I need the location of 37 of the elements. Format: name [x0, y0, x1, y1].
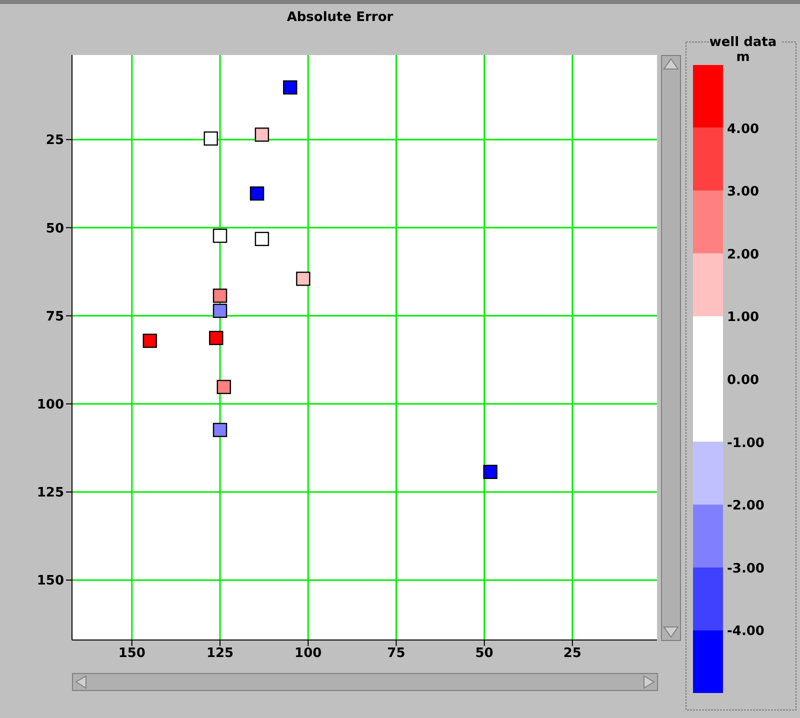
color-bar-label: 2.00: [727, 247, 760, 262]
y-tick-label: 125: [36, 486, 64, 501]
chart-title: Absolute Error: [286, 10, 394, 25]
color-bar-label: -3.00: [727, 561, 764, 576]
point: [250, 186, 264, 201]
y-tick-label: 150: [36, 574, 64, 589]
point: [209, 330, 224, 346]
color-bar-label: 4.00: [727, 122, 760, 137]
point: [212, 422, 228, 438]
y-tick-label: 100: [36, 398, 64, 412]
point: [204, 131, 218, 146]
y-tick-label: 50: [46, 221, 64, 236]
point: [216, 380, 231, 394]
color-bar-label: -4.00: [727, 624, 764, 640]
point: [283, 80, 298, 95]
color-bar-label: 1.00: [727, 310, 760, 326]
y-tick-label: 25: [46, 133, 64, 148]
point: [212, 288, 228, 303]
x-tick-label: 75: [387, 646, 406, 662]
x-tick-label: 100: [294, 646, 322, 662]
point: [212, 228, 228, 243]
point: [483, 464, 498, 479]
color-bar-label: 0.00: [727, 373, 760, 388]
color-bar-title: well data m: [709, 35, 777, 65]
y-tick-label: 75: [46, 309, 64, 324]
point: [254, 128, 270, 142]
color-bar-label: -2.00: [727, 498, 764, 514]
x-tick-label: 150: [118, 646, 146, 662]
x-tick-label: 25: [563, 646, 582, 662]
x-tick-label: 125: [206, 646, 234, 662]
point: [296, 272, 310, 286]
color-bar-label: 3.00: [727, 184, 760, 200]
color-bar-label: -1.00: [727, 436, 764, 451]
point: [254, 232, 270, 246]
point: [212, 304, 228, 318]
x-tick-label: 50: [475, 646, 494, 662]
point: [142, 334, 157, 348]
